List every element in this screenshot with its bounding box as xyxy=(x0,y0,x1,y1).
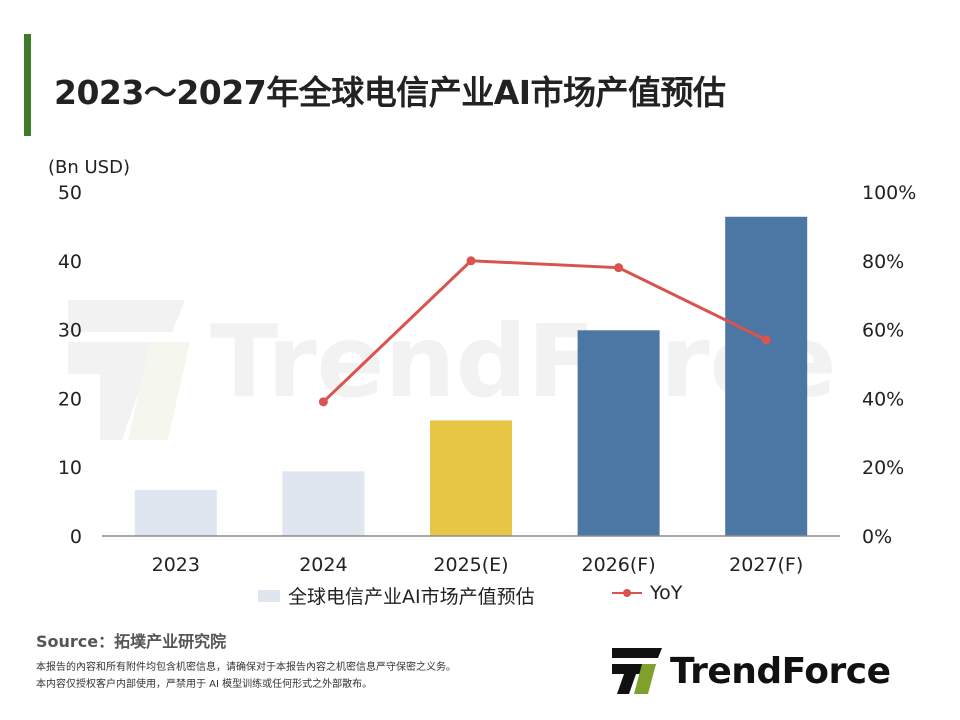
y-tick-label: 10 xyxy=(58,457,82,479)
y-tick-label: 40 xyxy=(58,251,82,273)
legend-item-bar: 全球电信产业AI市场产值预估 xyxy=(258,582,535,609)
legend-swatch-bar xyxy=(258,589,280,602)
bar-2024 xyxy=(282,471,365,536)
trendforce-logo-icon xyxy=(612,648,662,694)
y-tick-label: 0 xyxy=(70,526,82,548)
y-axis-unit-label: (Bn USD) xyxy=(48,157,130,178)
source-label: Source：拓墣产业研究院 xyxy=(36,632,227,651)
bar-2026f xyxy=(577,330,660,536)
yoy-point-2024 xyxy=(318,397,328,407)
y2-tick-label: 0% xyxy=(862,526,892,548)
disclaimer-line-1: 本报告的內容和所有附件均包含机密信息，请确保对于本报告內容之机密信息严守保密之义… xyxy=(36,662,456,673)
y2-tick-label: 20% xyxy=(862,457,904,479)
bar-2027f xyxy=(725,216,808,536)
bar-2025e xyxy=(430,420,512,536)
legend-item-yoy: YoY xyxy=(612,582,682,604)
x-tick-label: 2026(F) xyxy=(582,554,656,576)
trendforce-watermark: TrendForce xyxy=(68,300,837,440)
page-title: 2023～2027年全球电信产业AI市场产值预估 xyxy=(54,73,726,112)
yoy-line xyxy=(322,259,767,403)
bar-2023 xyxy=(134,489,217,536)
trendforce-logo-text: TrendForce xyxy=(670,650,891,692)
legend-swatch-yoy xyxy=(612,589,642,597)
y-tick-label: 20 xyxy=(58,388,82,410)
x-tick-label: 2027(F) xyxy=(729,554,803,576)
yoy-point-2026f xyxy=(614,263,624,273)
y2-tick-label: 60% xyxy=(862,320,904,342)
y-tick-label: 30 xyxy=(58,320,82,342)
y2-tick-label: 100% xyxy=(862,182,916,204)
yoy-point-2027f xyxy=(761,335,771,345)
y-tick-label: 50 xyxy=(58,182,82,204)
legend-label-yoy: YoY xyxy=(650,582,683,604)
x-tick-label: 2023 xyxy=(152,554,200,576)
x-tick-label: 2024 xyxy=(299,554,347,576)
trendforce-logo: TrendForce xyxy=(612,648,891,694)
y2-tick-label: 80% xyxy=(862,251,904,273)
legend-label-bar: 全球电信产业AI市场产值预估 xyxy=(288,586,535,608)
title-accent-bar xyxy=(24,34,31,136)
disclaimer-line-2: 本内容仅授权客户内部使用，严禁用于 AI 模型训练或任何形式之外部散布。 xyxy=(36,679,373,690)
yoy-point-2025e xyxy=(466,256,476,266)
x-tick-label: 2025(E) xyxy=(433,554,508,576)
y2-tick-label: 40% xyxy=(862,388,904,410)
chart-legend: 全球电信产业AI市场产值预估 YoY xyxy=(0,582,960,608)
